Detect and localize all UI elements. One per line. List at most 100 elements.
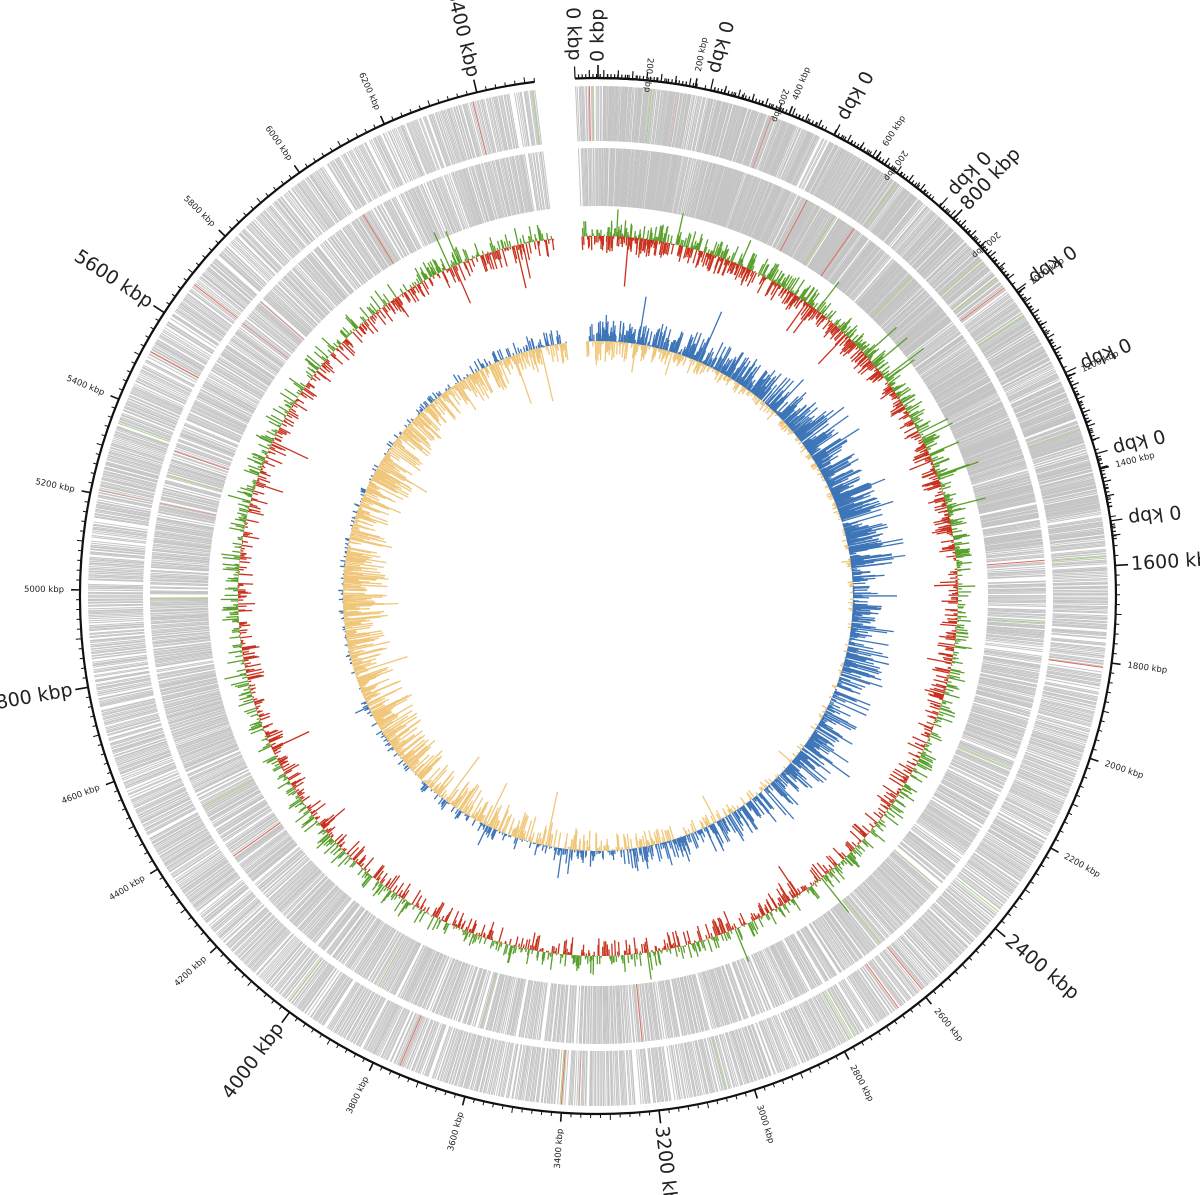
forward-cds-feature — [90, 544, 146, 552]
forward-cds-feature — [88, 601, 144, 603]
forward-cds-feature — [313, 973, 345, 1020]
forward-cds-feature — [1052, 575, 1108, 580]
forward-cds-feature — [332, 159, 363, 208]
forward-cds-feature — [1052, 574, 1108, 578]
forward-cds-feature — [907, 929, 946, 970]
forward-cds-feature — [750, 115, 770, 168]
forward-cds-feature — [751, 115, 771, 168]
forward-cds-feature — [183, 298, 229, 332]
forward-cds-feature — [863, 181, 896, 227]
forward-cds-feature — [95, 506, 151, 517]
forward-cds-feature — [88, 614, 144, 618]
forward-cds-feature — [119, 753, 172, 773]
forward-cds-feature — [477, 100, 492, 154]
forward-cds-feature — [191, 870, 236, 905]
forward-cds-feature — [607, 86, 610, 142]
forward-cds-feature — [533, 1047, 542, 1103]
forward-cds-feature — [1015, 775, 1067, 798]
forward-cds-feature — [338, 987, 368, 1036]
forward-cds-feature — [157, 824, 206, 854]
forward-cds-feature — [274, 947, 311, 991]
reverse-cds-feature — [150, 590, 209, 593]
forward-cds-feature — [90, 546, 146, 553]
forward-cds-feature — [632, 87, 638, 143]
forward-cds-feature — [290, 959, 325, 1004]
forward-cds-feature — [965, 863, 1011, 897]
forward-cds-feature — [1033, 728, 1086, 746]
forward-cds-feature — [804, 1000, 831, 1051]
forward-cds-feature — [1047, 517, 1103, 527]
forward-cds-feature — [619, 86, 624, 142]
forward-cds-feature — [206, 268, 250, 305]
forward-cds-feature — [1038, 709, 1092, 725]
forward-cds-feature — [1052, 601, 1108, 604]
forward-cds-feature — [265, 940, 303, 984]
forward-cds-feature — [103, 471, 157, 486]
forward-cds-feature — [1050, 542, 1106, 550]
forward-cds-feature — [755, 117, 776, 170]
forward-cds-feature — [830, 986, 860, 1035]
forward-cds-feature — [94, 516, 149, 527]
forward-cds-feature — [147, 808, 197, 836]
forward-cds-feature — [834, 984, 864, 1032]
forward-cds-feature — [991, 823, 1040, 853]
forward-cds-feature — [102, 704, 157, 720]
forward-cds-feature — [615, 1050, 619, 1106]
forward-cds-feature — [1025, 749, 1079, 770]
forward-cds-feature — [998, 354, 1048, 382]
forward-cds-feature — [230, 911, 271, 951]
forward-cds-feature — [1013, 387, 1064, 411]
forward-cds-feature — [824, 989, 854, 1039]
forward-cds-feature — [1034, 725, 1088, 742]
forward-cds-feature — [124, 405, 177, 427]
forward-cds-feature — [116, 427, 169, 447]
forward-cds-feature — [571, 1050, 576, 1106]
forward-cds-feature — [130, 778, 182, 802]
forward-cds-feature — [465, 1035, 481, 1089]
forward-cds-feature — [978, 845, 1025, 877]
forward-cds-feature — [1002, 802, 1053, 829]
forward-cds-feature — [773, 125, 796, 177]
forward-cds-feature — [1047, 518, 1103, 528]
forward-cds-feature — [950, 882, 994, 919]
forward-cds-feature — [183, 297, 230, 331]
forward-cds-feature — [449, 107, 467, 161]
forward-cds-feature — [866, 184, 901, 230]
forward-cds-feature — [1035, 719, 1089, 735]
forward-cds-feature — [884, 199, 920, 244]
forward-cds-feature — [1035, 456, 1089, 473]
forward-cds-feature — [1004, 798, 1055, 825]
forward-cds-feature — [138, 793, 189, 819]
forward-cds-feature — [615, 86, 619, 142]
forward-cds-feature — [578, 86, 582, 142]
forward-cds-feature — [914, 230, 954, 271]
forward-cds-feature — [251, 220, 290, 262]
reverse-cds-feature — [593, 148, 595, 207]
forward-cds-feature — [885, 200, 921, 244]
forward-cds-feature — [805, 142, 832, 192]
forward-cds-feature — [385, 1009, 410, 1061]
forward-cds-feature — [715, 103, 732, 157]
forward-cds-feature — [1051, 637, 1106, 644]
forward-cds-feature — [827, 988, 857, 1037]
forward-cds-feature — [883, 949, 920, 993]
forward-cds-feature — [97, 496, 152, 509]
forward-cds-feature — [172, 314, 219, 346]
forward-cds-feature — [948, 271, 992, 308]
forward-cds-feature — [466, 102, 482, 157]
forward-cds-feature — [508, 93, 519, 149]
forward-cds-feature — [645, 88, 653, 144]
forward-cds-feature — [861, 966, 895, 1012]
forward-cds-feature — [381, 1007, 406, 1059]
forward-cds-feature — [240, 920, 280, 961]
forward-cds-feature — [996, 815, 1045, 843]
forward-cds-feature — [585, 1050, 588, 1106]
forward-cds-feature — [128, 773, 180, 796]
forward-cds-feature — [681, 1043, 693, 1098]
forward-cds-feature — [178, 305, 224, 338]
forward-cds-feature — [1038, 707, 1093, 723]
forward-cds-feature — [718, 1034, 735, 1088]
forward-cds-feature — [1005, 797, 1056, 824]
forward-cds-feature — [921, 915, 962, 955]
